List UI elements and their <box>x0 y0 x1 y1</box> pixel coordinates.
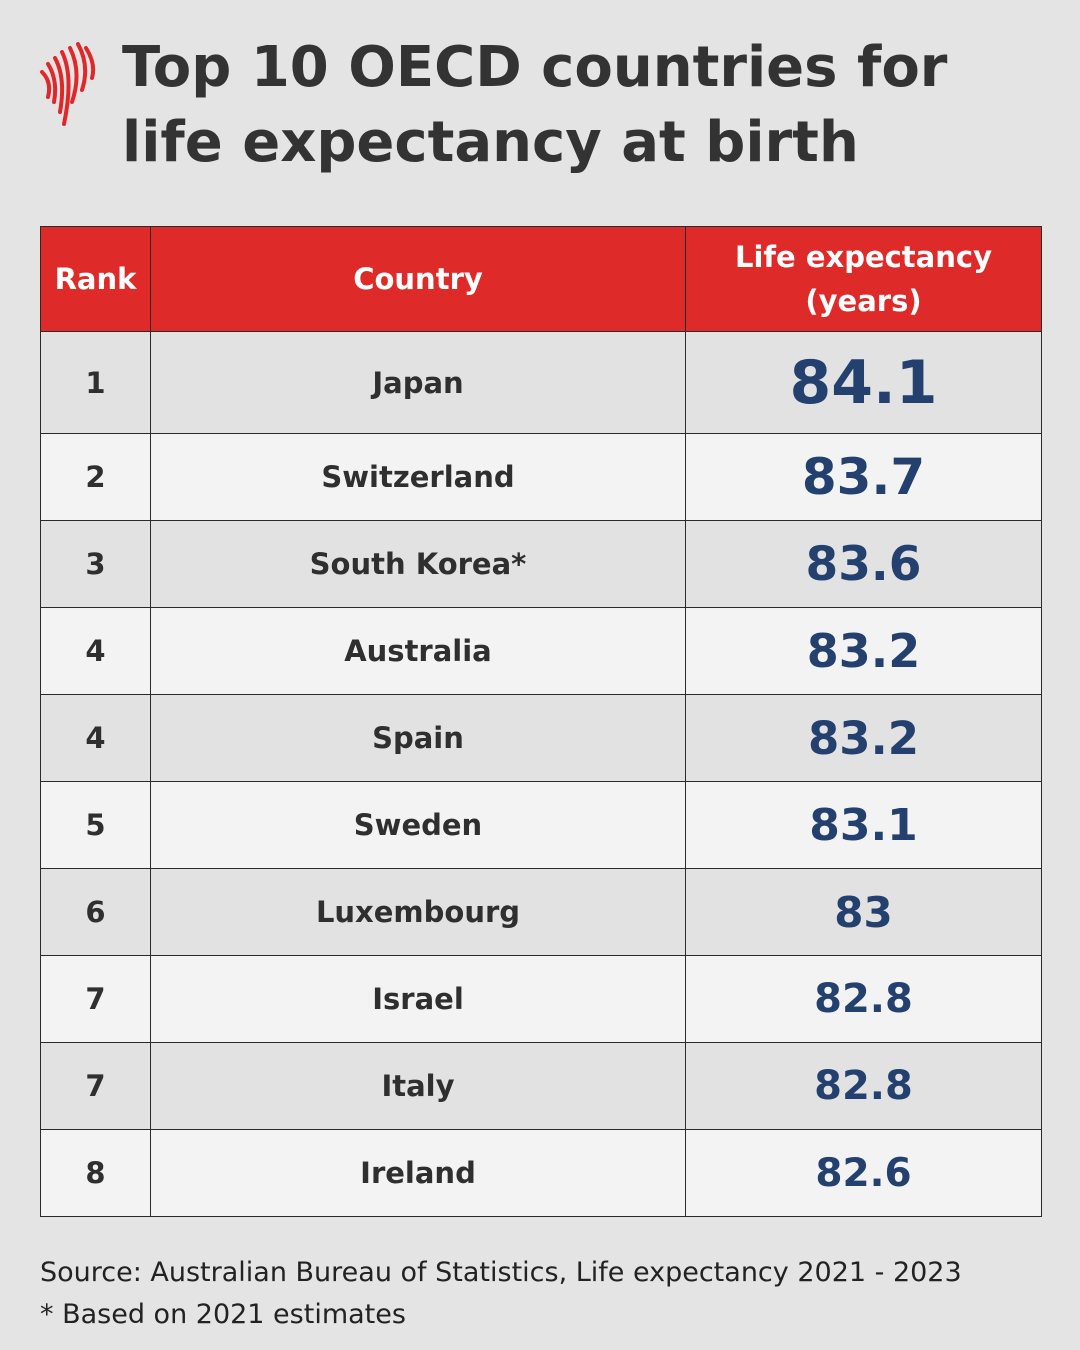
value-cell: 82.6 <box>685 1129 1042 1217</box>
value-cell: 84.1 <box>685 331 1042 434</box>
country-header: Country <box>150 226 686 332</box>
country-cell: Sweden <box>150 781 686 869</box>
value-cell: 83.2 <box>685 607 1042 695</box>
data-table: Rank Country Life expectancy (years) 1 Japa… <box>40 226 1042 1217</box>
table-row: 7 Israel 82.8 <box>40 955 1042 1043</box>
rank-cell: 6 <box>40 868 151 956</box>
country-cell: Australia <box>150 607 686 695</box>
table-row: 2 Switzerland 83.7 <box>40 433 1042 521</box>
value-cell: 82.8 <box>685 955 1042 1043</box>
table-row: 4 Australia 83.2 <box>40 607 1042 695</box>
table-row: 7 Italy 82.8 <box>40 1042 1042 1130</box>
country-cell: Japan <box>150 331 686 434</box>
value-cell: 83 <box>685 868 1042 956</box>
rank-cell: 2 <box>40 433 151 521</box>
rank-cell: 7 <box>40 955 151 1043</box>
rank-cell: 4 <box>40 694 151 782</box>
value-cell: 83.1 <box>685 781 1042 869</box>
country-cell: Ireland <box>150 1129 686 1217</box>
value-cell: 83.2 <box>685 694 1042 782</box>
source-note: Source: Australian Bureau of Statistics,… <box>40 1257 962 1288</box>
value-cell: 83.7 <box>685 433 1042 521</box>
country-cell: Israel <box>150 955 686 1043</box>
rank-cell: 4 <box>40 607 151 695</box>
footnote: * Based on 2021 estimates <box>40 1299 406 1330</box>
header-row: Rank Country Life expectancy (years) <box>40 226 1042 332</box>
table-row: 8 Ireland 82.6 <box>40 1129 1042 1217</box>
logo <box>40 42 96 126</box>
footer: Source: Australian Bureau of Statistics,… <box>40 1252 962 1336</box>
table-row: 4 Spain 83.2 <box>40 694 1042 782</box>
country-cell: Spain <box>150 694 686 782</box>
country-cell: Italy <box>150 1042 686 1130</box>
table-row: 6 Luxembourg 83 <box>40 868 1042 956</box>
rank-cell: 7 <box>40 1042 151 1130</box>
title: Top 10 OECD countries for life expectanc… <box>122 35 948 175</box>
rank-cell: 8 <box>40 1129 151 1217</box>
table-row: 1 Japan 84.1 <box>40 331 1042 434</box>
rank-cell: 5 <box>40 781 151 869</box>
table-row: 3 South Korea* 83.6 <box>40 520 1042 608</box>
value-cell: 82.8 <box>685 1042 1042 1130</box>
rank-header: Rank <box>40 226 151 332</box>
value-header: Life expectancy (years) <box>685 226 1042 332</box>
table-row: 5 Sweden 83.1 <box>40 781 1042 869</box>
country-cell: South Korea* <box>150 520 686 608</box>
country-cell: Luxembourg <box>150 868 686 956</box>
value-cell: 83.6 <box>685 520 1042 608</box>
country-cell: Switzerland <box>150 433 686 521</box>
rank-cell: 1 <box>40 331 151 434</box>
rank-cell: 3 <box>40 520 151 608</box>
